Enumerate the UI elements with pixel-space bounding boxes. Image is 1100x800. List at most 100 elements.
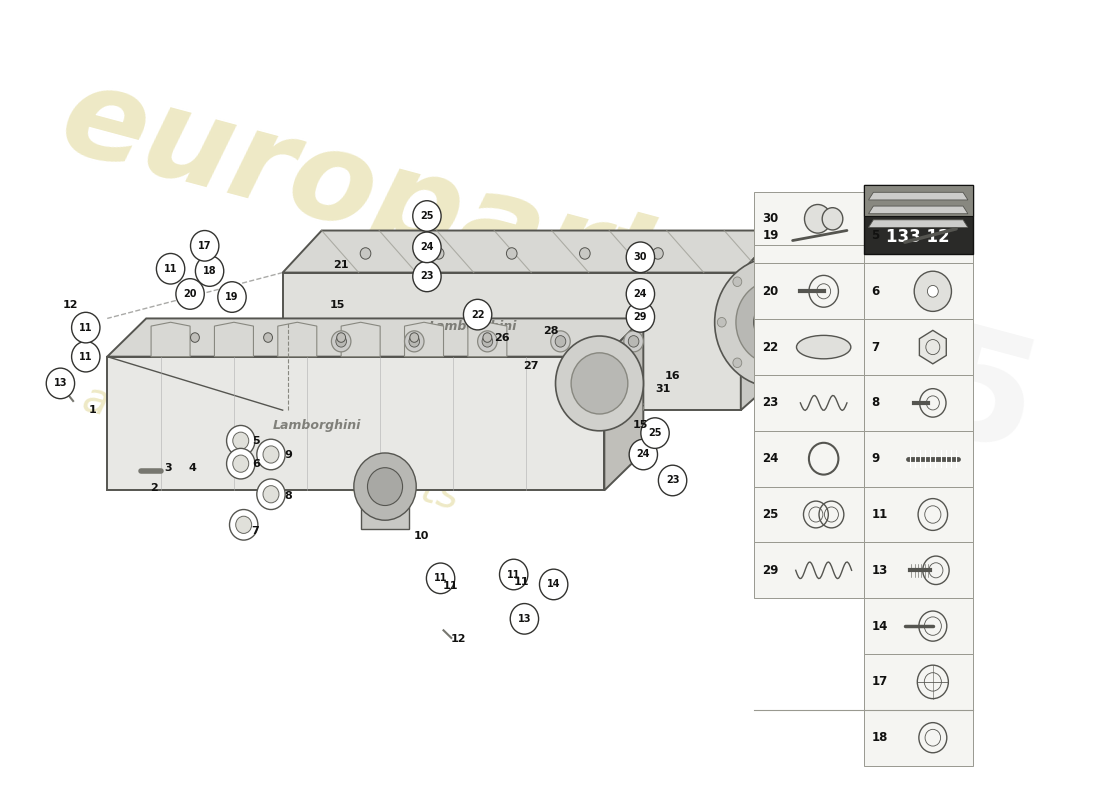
Circle shape (263, 486, 279, 503)
Circle shape (227, 448, 255, 479)
Circle shape (556, 336, 644, 430)
Text: 23: 23 (666, 475, 680, 486)
Text: 13: 13 (518, 614, 531, 624)
Bar (864, 486, 972, 542)
Circle shape (58, 384, 63, 390)
Bar (755, 207, 864, 263)
Polygon shape (283, 273, 740, 410)
Text: 27: 27 (524, 361, 539, 371)
Circle shape (624, 331, 644, 352)
Text: 5: 5 (871, 229, 880, 242)
Text: 15: 15 (632, 421, 648, 430)
Text: 13: 13 (871, 564, 888, 577)
Text: a passion for parts: a passion for parts (78, 378, 464, 518)
Circle shape (230, 510, 257, 540)
Circle shape (412, 201, 441, 231)
Circle shape (733, 358, 741, 367)
Polygon shape (107, 318, 644, 357)
Text: 23: 23 (420, 271, 433, 282)
Circle shape (824, 318, 833, 327)
Text: 4: 4 (188, 463, 196, 474)
Text: 19: 19 (226, 292, 239, 302)
Circle shape (336, 336, 346, 347)
Circle shape (628, 336, 639, 347)
Text: 24: 24 (634, 289, 647, 299)
Circle shape (233, 455, 249, 472)
Circle shape (235, 516, 252, 534)
Text: 15: 15 (330, 300, 345, 310)
Text: 11: 11 (507, 570, 520, 579)
Circle shape (218, 282, 246, 312)
Text: 11: 11 (79, 322, 92, 333)
Text: 11: 11 (514, 577, 529, 587)
Circle shape (337, 333, 345, 342)
Text: 25: 25 (648, 428, 662, 438)
Polygon shape (341, 322, 381, 357)
Circle shape (360, 248, 371, 259)
Text: 5: 5 (253, 436, 261, 446)
Circle shape (354, 453, 416, 520)
Circle shape (72, 312, 100, 343)
Bar (755, 375, 864, 430)
Circle shape (463, 299, 492, 330)
Text: 11: 11 (164, 264, 177, 274)
Text: 24: 24 (420, 242, 433, 252)
Text: 23: 23 (762, 396, 779, 410)
Bar (864, 185, 972, 254)
Text: 29: 29 (634, 312, 647, 322)
Circle shape (196, 256, 223, 286)
Text: 11: 11 (871, 508, 888, 521)
Text: 12: 12 (450, 634, 466, 645)
Bar (755, 192, 864, 246)
Text: 30: 30 (762, 212, 779, 226)
Text: 28: 28 (543, 326, 559, 336)
Circle shape (736, 280, 814, 364)
Bar (755, 486, 864, 542)
Circle shape (629, 439, 658, 470)
Polygon shape (405, 322, 443, 357)
Text: 6: 6 (252, 458, 261, 469)
Text: 22: 22 (471, 310, 484, 320)
Bar (864, 207, 972, 263)
Text: 11: 11 (433, 574, 448, 583)
Text: 9: 9 (285, 450, 293, 460)
Circle shape (717, 318, 726, 327)
Circle shape (551, 331, 570, 352)
Text: 11: 11 (442, 581, 458, 591)
Circle shape (405, 331, 424, 352)
Circle shape (263, 446, 279, 463)
Bar (864, 598, 972, 654)
Bar (755, 430, 864, 486)
Circle shape (412, 232, 441, 262)
Bar (864, 654, 972, 710)
Text: 20: 20 (762, 285, 779, 298)
Circle shape (626, 278, 654, 310)
Circle shape (822, 208, 843, 230)
Text: 21: 21 (333, 260, 349, 270)
Circle shape (641, 418, 669, 448)
Circle shape (539, 569, 568, 600)
Polygon shape (740, 230, 780, 410)
Circle shape (754, 299, 796, 345)
Text: 25: 25 (762, 508, 779, 521)
Text: 6: 6 (871, 285, 880, 298)
Text: europarts: europarts (48, 56, 747, 352)
Circle shape (499, 559, 528, 590)
Text: 26: 26 (494, 333, 509, 342)
Bar (864, 542, 972, 598)
Circle shape (659, 465, 686, 496)
Text: 22: 22 (762, 341, 779, 354)
Bar (864, 375, 972, 430)
Polygon shape (361, 467, 409, 529)
Circle shape (733, 277, 741, 286)
Text: 1985: 1985 (604, 234, 1054, 488)
Circle shape (156, 254, 185, 284)
Text: 8: 8 (285, 490, 293, 501)
Circle shape (927, 286, 938, 297)
Text: 16: 16 (664, 370, 681, 381)
Circle shape (412, 261, 441, 292)
Circle shape (482, 336, 493, 347)
Text: 12: 12 (63, 300, 78, 310)
Circle shape (571, 353, 628, 414)
Bar (864, 430, 972, 486)
